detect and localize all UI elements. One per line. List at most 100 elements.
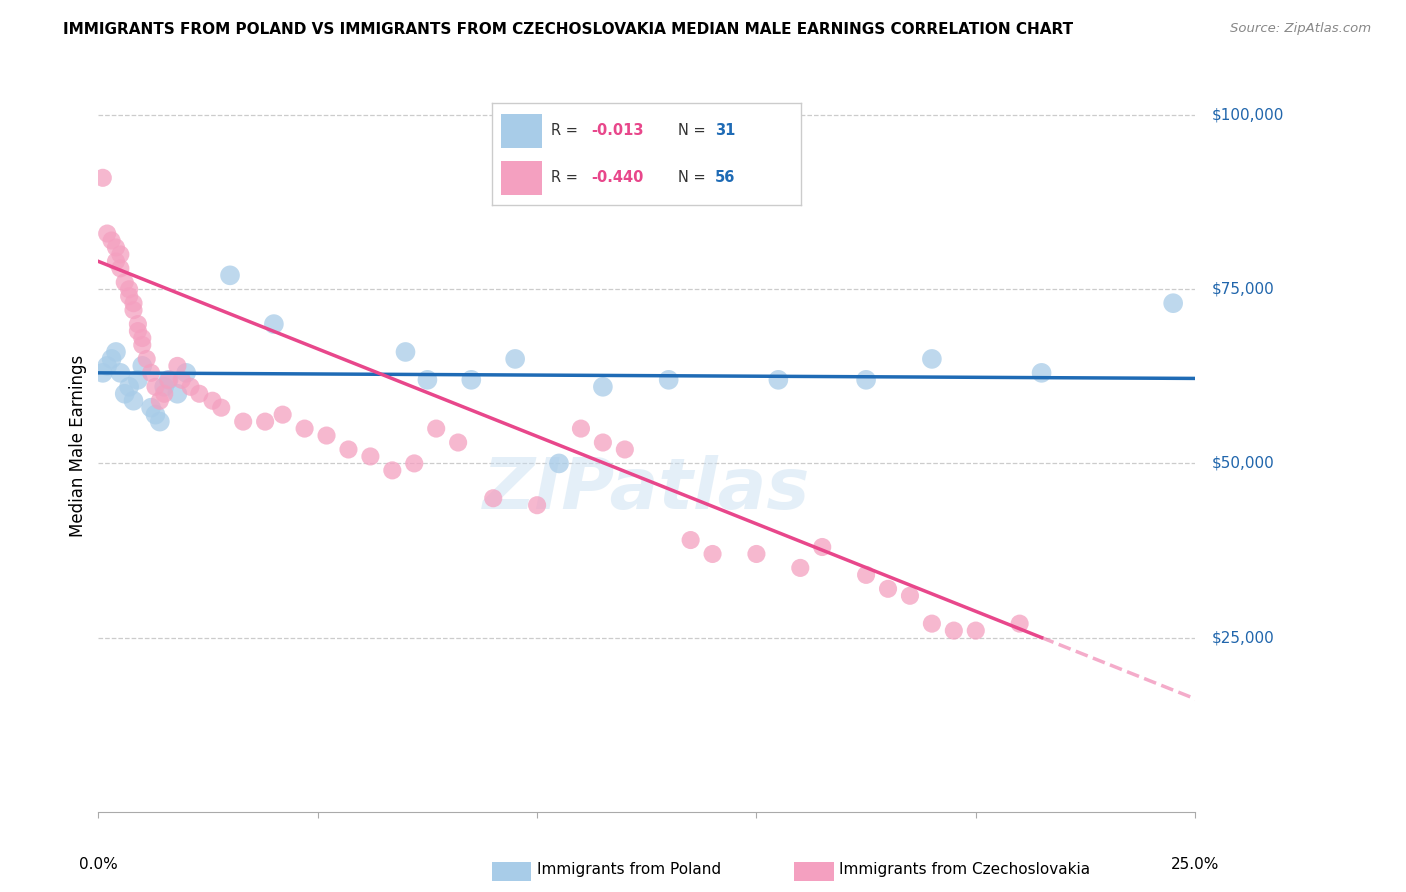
Point bbox=[209, 401, 232, 415]
Point bbox=[394, 345, 416, 359]
Point bbox=[100, 351, 122, 366]
Point bbox=[166, 359, 188, 373]
Point bbox=[855, 567, 877, 582]
Point bbox=[613, 442, 636, 457]
Text: N =: N = bbox=[678, 170, 710, 185]
Point bbox=[503, 351, 526, 366]
Point bbox=[104, 240, 127, 254]
Point bbox=[789, 561, 811, 575]
Text: -0.013: -0.013 bbox=[591, 123, 644, 137]
Bar bbox=[502, 114, 541, 148]
Point bbox=[131, 359, 153, 373]
Point bbox=[91, 170, 114, 185]
Point bbox=[118, 380, 141, 394]
Point bbox=[658, 373, 681, 387]
Text: Source: ZipAtlas.com: Source: ZipAtlas.com bbox=[1230, 22, 1371, 36]
Point bbox=[122, 393, 145, 408]
Point bbox=[337, 442, 360, 457]
Bar bbox=[502, 161, 541, 194]
Point bbox=[898, 589, 921, 603]
Point bbox=[855, 373, 877, 387]
Text: ZIPatlas: ZIPatlas bbox=[484, 456, 810, 524]
Point bbox=[170, 373, 193, 387]
Point bbox=[425, 421, 447, 435]
Point bbox=[114, 386, 136, 401]
Point bbox=[157, 373, 180, 387]
Point bbox=[745, 547, 768, 561]
Point bbox=[188, 386, 211, 401]
Point bbox=[359, 450, 381, 464]
Point bbox=[271, 408, 294, 422]
Point bbox=[201, 393, 224, 408]
Point bbox=[118, 289, 141, 303]
Point bbox=[219, 268, 242, 283]
Point bbox=[110, 247, 132, 261]
Point bbox=[174, 366, 197, 380]
Point bbox=[139, 401, 162, 415]
Point bbox=[811, 540, 834, 554]
Point bbox=[592, 380, 614, 394]
Point bbox=[921, 616, 943, 631]
Point bbox=[548, 457, 571, 471]
Point bbox=[91, 366, 114, 380]
Point bbox=[139, 366, 162, 380]
Point bbox=[122, 296, 145, 310]
Point bbox=[114, 275, 136, 289]
Point bbox=[921, 351, 943, 366]
Point bbox=[96, 227, 118, 241]
Point bbox=[447, 435, 470, 450]
Point bbox=[254, 415, 277, 429]
Point bbox=[263, 317, 285, 331]
Text: N =: N = bbox=[678, 123, 710, 137]
Y-axis label: Median Male Earnings: Median Male Earnings bbox=[69, 355, 87, 537]
Point bbox=[1031, 366, 1053, 380]
Point bbox=[131, 338, 153, 352]
Point bbox=[104, 254, 127, 268]
Text: 25.0%: 25.0% bbox=[1171, 857, 1219, 872]
Point bbox=[118, 282, 141, 296]
Point bbox=[679, 533, 702, 547]
Point bbox=[702, 547, 724, 561]
Point bbox=[166, 386, 188, 401]
Point bbox=[149, 415, 172, 429]
Point bbox=[145, 380, 167, 394]
Point bbox=[96, 359, 118, 373]
Point bbox=[100, 234, 122, 248]
Point bbox=[768, 373, 790, 387]
Text: 56: 56 bbox=[714, 170, 735, 185]
Point bbox=[180, 380, 202, 394]
Point bbox=[877, 582, 900, 596]
Text: $25,000: $25,000 bbox=[1212, 630, 1274, 645]
Point bbox=[145, 408, 167, 422]
Text: $50,000: $50,000 bbox=[1212, 456, 1274, 471]
Point bbox=[526, 498, 548, 512]
Point bbox=[460, 373, 482, 387]
Point bbox=[416, 373, 439, 387]
Text: IMMIGRANTS FROM POLAND VS IMMIGRANTS FROM CZECHOSLOVAKIA MEDIAN MALE EARNINGS CO: IMMIGRANTS FROM POLAND VS IMMIGRANTS FRO… bbox=[63, 22, 1073, 37]
Text: 31: 31 bbox=[714, 123, 735, 137]
Text: Immigrants from Poland: Immigrants from Poland bbox=[537, 863, 721, 877]
Point bbox=[153, 380, 176, 394]
Point bbox=[135, 351, 157, 366]
Point bbox=[294, 421, 316, 435]
Point bbox=[104, 345, 127, 359]
Point bbox=[110, 366, 132, 380]
Point bbox=[942, 624, 965, 638]
Point bbox=[127, 373, 149, 387]
Point bbox=[315, 428, 337, 442]
Point bbox=[110, 261, 132, 276]
Text: Immigrants from Czechoslovakia: Immigrants from Czechoslovakia bbox=[839, 863, 1091, 877]
Point bbox=[157, 373, 180, 387]
Point bbox=[381, 463, 404, 477]
Point bbox=[127, 324, 149, 338]
Point bbox=[232, 415, 254, 429]
Text: $75,000: $75,000 bbox=[1212, 282, 1274, 297]
Point bbox=[1008, 616, 1031, 631]
Point bbox=[122, 303, 145, 318]
Point bbox=[404, 457, 426, 471]
Point bbox=[592, 435, 614, 450]
Text: -0.440: -0.440 bbox=[591, 170, 644, 185]
Point bbox=[569, 421, 592, 435]
Text: R =: R = bbox=[551, 170, 582, 185]
Point bbox=[965, 624, 987, 638]
